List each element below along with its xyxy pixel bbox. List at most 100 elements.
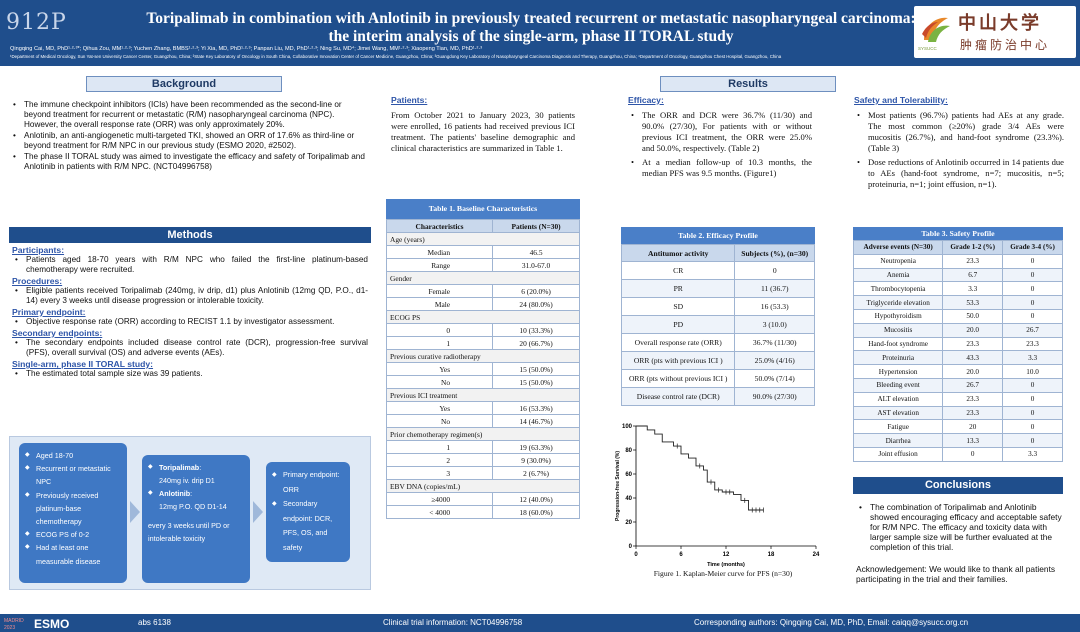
table1-group-label: Prior chemotherapy regimen(s): [386, 427, 580, 441]
table1-cell: Median: [385, 245, 494, 259]
table3-cell: 0: [1002, 308, 1063, 324]
y-axis-label: Progression-free Survival (%): [615, 451, 621, 521]
conclusions-text: The combination of Toripalimab and Anlot…: [856, 502, 1062, 552]
table3-cell: 50.0: [942, 308, 1004, 324]
table3-cell: 20: [942, 419, 1004, 435]
results-heading: Results: [660, 76, 836, 92]
table3-cell: Hand-foot syndrome: [852, 336, 944, 352]
table2-caption: Table 2. Efficacy Profile: [621, 227, 815, 244]
flow-eligibility-item: Aged 18-70: [25, 449, 121, 462]
table1-group-row: Gender: [386, 271, 580, 285]
flow-eligibility-box: Aged 18-70 Recurrent or metastatic NPC P…: [19, 443, 127, 583]
y-tick-label: 100: [622, 424, 633, 430]
x-tick-label: 24: [813, 552, 820, 558]
table1-cell: 15 (50.0%): [492, 375, 580, 389]
table3-row: Hand-foot syndrome 23.3 23.3: [852, 336, 1063, 352]
x-tick-label: 0: [634, 552, 638, 558]
table2-header: Subjects (%), (n=30): [734, 244, 815, 262]
safety-label: Safety and Tolerability:: [854, 95, 948, 105]
table3-cell: Mucositis: [852, 322, 944, 338]
table2-cell: SD: [620, 297, 736, 316]
flow-eligibility-item: Had at least one measurable disease: [25, 541, 121, 567]
safety-section: Safety and Tolerability: Most patients (…: [854, 94, 1064, 191]
table3-row: Proteinuria 43.3 3.3: [852, 350, 1063, 366]
table1-group-row: EBV DNA (copies/mL): [386, 479, 580, 493]
table3-cell: ALT elevation: [852, 391, 944, 407]
logo-chinese-name: 中山大学: [958, 13, 1042, 34]
table2-row: Overall response rate (ORR) 36.7% (11/30): [620, 333, 815, 352]
table2-row: PR 11 (36.7): [620, 279, 815, 298]
title-line-1: Toripalimab in combination with Anlotini…: [146, 10, 916, 27]
patients-label: Patients:: [391, 95, 428, 105]
table3-cell: Anemia: [852, 267, 944, 283]
table2-cell: 50.0% (7/14): [734, 369, 815, 388]
table3-cell: 0: [1002, 419, 1063, 435]
figure1-caption: Figure 1. Kaplan-Meier curve for PFS (n=…: [653, 569, 793, 578]
table3-cell: 23.3: [942, 253, 1004, 269]
table1-row: No 14 (46.7%): [385, 414, 580, 428]
table2-cell: ORR (pts without previous ICI ): [620, 369, 736, 388]
table3-row: Fatigue 20 0: [852, 419, 1063, 435]
table1-group-row: Prior chemotherapy regimen(s): [386, 427, 580, 441]
table3-cell: 26.7: [942, 377, 1004, 393]
sysucc-logo-text: SYSUCC: [918, 46, 937, 51]
table2-cell: Disease control rate (DCR): [620, 387, 736, 406]
table1-group-row: Previous ICI treatment: [386, 388, 580, 402]
y-tick-label: 0: [629, 544, 633, 550]
table3-cell: 43.3: [942, 350, 1004, 366]
table2-row: ORR (pts without previous ICI ) 50.0% (7/…: [620, 369, 815, 388]
flow-endpoint-item: Secondary endpoint: DCR, PFS, OS, and sa…: [272, 497, 344, 555]
table3-cell: 20.0: [942, 322, 1004, 338]
table3-row: Diarrhea 13.3 0: [852, 433, 1063, 448]
table1-group-label: Previous ICI treatment: [386, 388, 580, 402]
table1-cell: 1: [385, 440, 494, 454]
table1-cell: 1: [385, 336, 494, 350]
study-design-text: The estimated total sample size was 39 p…: [12, 369, 368, 379]
table1-row: Yes 16 (53.3%): [385, 401, 580, 415]
table1-cell: Male: [385, 297, 494, 311]
table3-row: Triglyceride elevation 53.3 0: [852, 295, 1063, 310]
table3-cell: 23.3: [942, 405, 1004, 421]
efficacy-label: Efficacy:: [628, 95, 664, 105]
table1-cell: 6 (20.0%): [492, 284, 580, 298]
table3-cell: 23.3: [942, 391, 1004, 407]
table2-row: ORR (pts with previous ICI ) 25.0% (4/16): [620, 351, 815, 370]
efficacy-item: At a median follow-up of 10.3 months, th…: [628, 157, 812, 179]
sysucc-logo-icon: [922, 17, 950, 42]
table1-group-row: Age (years): [386, 232, 580, 246]
sysucc-logo: SYSUCC 中山大学 肿瘤防治中心: [914, 6, 1076, 58]
table1-cell: 2 (6.7%): [492, 466, 580, 480]
esmo-logo: MADRID 2023 ESMO: [4, 617, 69, 630]
conclusions-section: The combination of Toripalimab and Anlot…: [856, 502, 1062, 584]
table3-cell: 0: [942, 446, 1004, 462]
table3-cell: Fatigue: [852, 419, 944, 435]
flow-endpoint-item: Primary endpoint: ORR: [272, 468, 344, 497]
flow-drug1-dose: 240mg iv. drip D1: [159, 476, 215, 485]
baseline-characteristics-table: Characteristics Patients (N=30) Age (yea…: [385, 219, 580, 519]
table1-caption: Table 1. Baseline Characteristics: [386, 199, 580, 219]
flow-eligibility-item: Recurrent or metastatic NPC: [25, 462, 121, 488]
table1-cell: 16 (53.3%): [492, 401, 580, 415]
safety-profile-table: Adverse events (N=30) Grade 1-2 (%) Grad…: [852, 240, 1063, 462]
table2-cell: 90.0% (27/30): [734, 387, 815, 406]
table2-cell: ORR (pts with previous ICI ): [620, 351, 736, 370]
table1-row: Female 6 (20.0%): [385, 284, 580, 298]
table2-cell: CR: [620, 261, 736, 280]
study-design-label: Single-arm, phase II TORAL study:: [12, 359, 154, 369]
author-list: Qingqing Cai, MD, PhD¹·²·³*; Qihua Zou, …: [10, 46, 483, 52]
acknowledgement: Acknowledgement: We would like to thank …: [856, 564, 1056, 584]
table3-caption: Table 3. Safety Profile: [853, 227, 1063, 240]
participants-text: Patients aged 18-70 years with R/M NPC w…: [12, 255, 368, 275]
table2-cell: 0: [734, 261, 815, 280]
x-tick-label: 6: [679, 552, 683, 558]
conclusions-heading: Conclusions: [853, 477, 1063, 494]
table3-cell: 3.3: [1002, 350, 1063, 366]
title-line-2: the interim analysis of the single-arm, …: [328, 28, 734, 45]
flow-drug2-dose: 12mg P.O. QD D1-14: [159, 502, 227, 511]
table1-cell: 9 (30.0%): [492, 453, 580, 467]
table3-cell: Neutropenia: [852, 253, 944, 269]
table1-header: Characteristics: [385, 219, 494, 233]
table3-cell: 3.3: [942, 281, 1004, 297]
table3-cell: 26.7: [1002, 322, 1063, 338]
